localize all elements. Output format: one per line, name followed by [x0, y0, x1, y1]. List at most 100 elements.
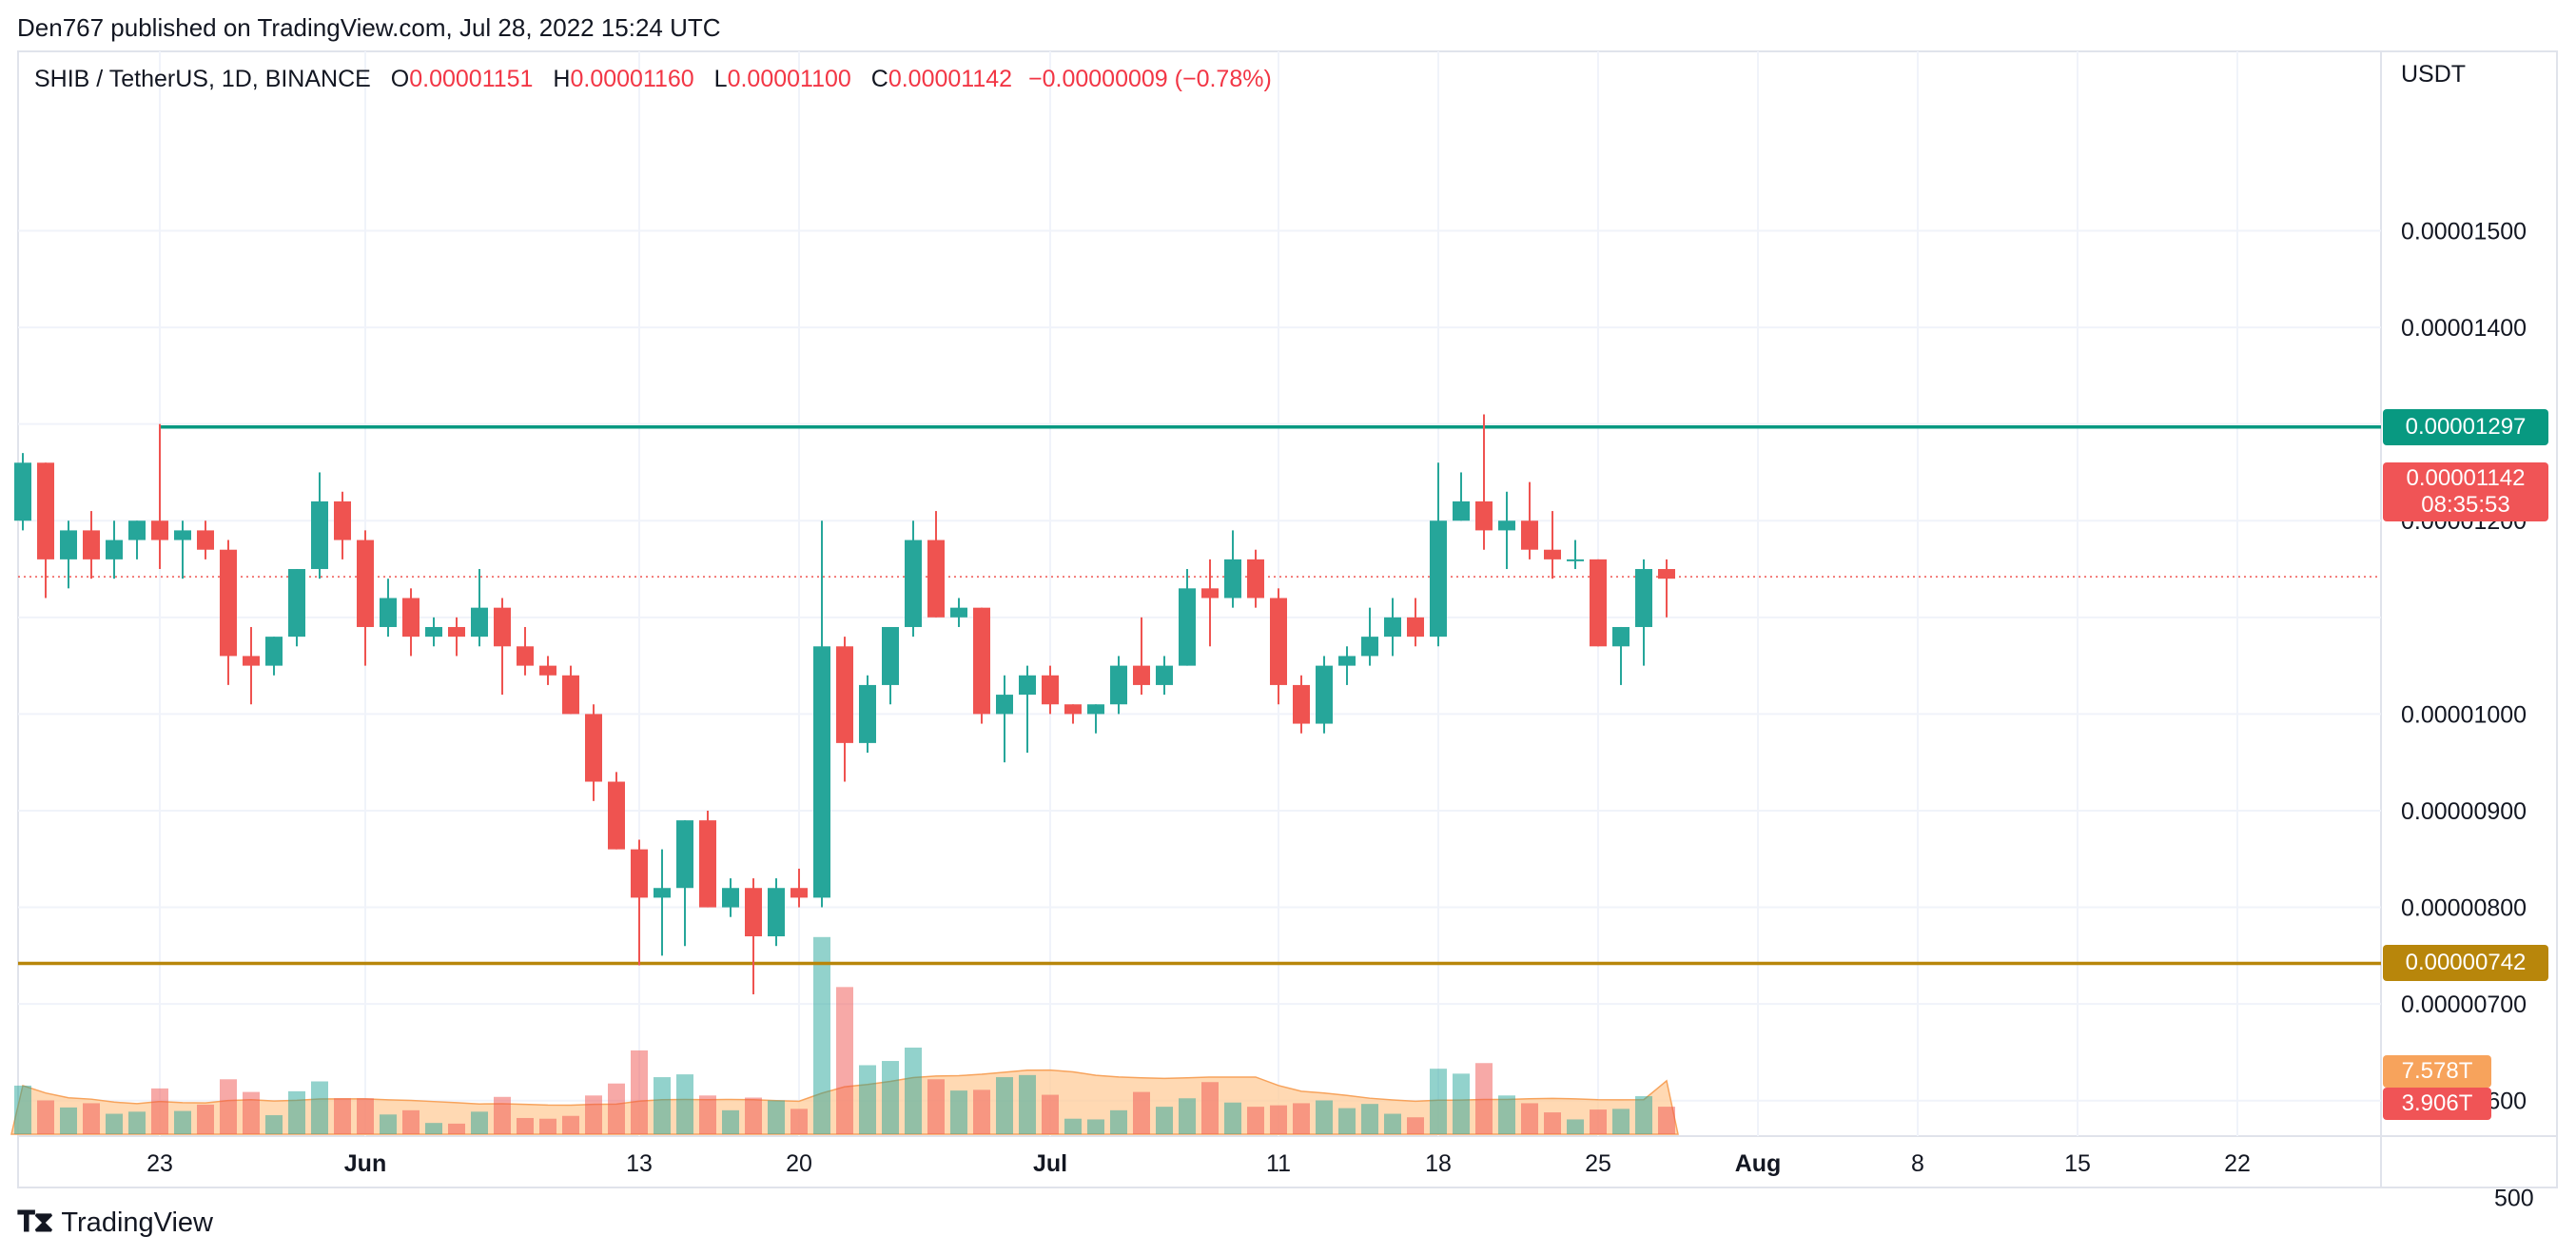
- time-tick-label: 23: [146, 1150, 173, 1177]
- price-tick-label: 0.00000700: [2401, 991, 2527, 1018]
- volume-bar: [517, 1117, 534, 1134]
- candle-body: [631, 849, 648, 898]
- candle-body: [380, 598, 397, 627]
- volume-layer: [10, 936, 1679, 1135]
- candle-body: [1590, 559, 1607, 647]
- volume-bar: [1133, 1091, 1150, 1134]
- candle-body: [927, 540, 945, 618]
- candle-body: [1453, 500, 1470, 521]
- candle-body: [1407, 617, 1424, 638]
- candle-body: [243, 656, 260, 666]
- volume-bar: [402, 1109, 420, 1134]
- candle-body: [1179, 588, 1196, 666]
- time-tick-label: 8: [1911, 1150, 1924, 1177]
- price-tick-label: 0.00001000: [2401, 701, 2527, 728]
- candle-body: [1635, 569, 1652, 627]
- volume-bar: [14, 1085, 31, 1134]
- time-tick-label: Aug: [1735, 1150, 1782, 1177]
- last-price-value: 0.00001142: [2406, 465, 2526, 491]
- volume-bar: [311, 1081, 328, 1134]
- volume-bar: [768, 1100, 785, 1134]
- candle-body: [654, 888, 671, 898]
- volume-bar: [425, 1123, 442, 1134]
- volume-bar: [1430, 1069, 1447, 1134]
- volume-bar: [631, 1050, 648, 1134]
- time-tick-label: Jul: [1033, 1150, 1067, 1177]
- high-label: H: [553, 66, 571, 92]
- close-label: C: [870, 66, 888, 92]
- volume-bar: [1590, 1109, 1607, 1134]
- candle-body: [608, 781, 625, 850]
- volume-bar: [745, 1097, 762, 1134]
- tradingview-footer[interactable]: 𝐓⧗ TradingView: [17, 1207, 213, 1239]
- volume-bar: [1635, 1096, 1652, 1134]
- volume-bar: [973, 1089, 990, 1134]
- candle-body: [1224, 559, 1241, 599]
- candle-body: [128, 520, 146, 540]
- volume-bar: [1453, 1073, 1470, 1134]
- volume-bar: [1064, 1118, 1082, 1134]
- candle-body: [311, 500, 328, 570]
- price-tick-label: 0.00001400: [2401, 315, 2527, 342]
- horizontal-levels: [18, 424, 2381, 966]
- volume-bar: [334, 1098, 351, 1134]
- open-value: 0.00001151: [409, 66, 534, 92]
- candle-body: [1612, 626, 1630, 647]
- candle-body: [836, 646, 853, 743]
- candle-body: [1338, 656, 1356, 666]
- resistance-price-tag: 0.00001297: [2383, 408, 2548, 445]
- volume-bar: [1498, 1095, 1515, 1134]
- candle-body: [1019, 675, 1036, 696]
- candle-body: [676, 820, 693, 889]
- candle-body: [562, 675, 579, 715]
- candle-body: [448, 626, 465, 638]
- candle-body: [402, 598, 420, 638]
- candle-body: [83, 530, 100, 559]
- volume-bar: [380, 1114, 397, 1134]
- volume-bar: [1019, 1074, 1036, 1134]
- symbol-title[interactable]: SHIB / TetherUS, 1D, BINANCE: [34, 66, 371, 92]
- candle-body: [745, 888, 762, 937]
- candle-body: [1064, 704, 1082, 715]
- low-label: L: [713, 66, 728, 92]
- candle-body: [1270, 598, 1287, 685]
- candle-body: [950, 607, 967, 618]
- time-tick-label: 25: [1585, 1150, 1611, 1177]
- volume-ma-tag: 7.578T: [2383, 1055, 2491, 1088]
- volume-bar: [357, 1098, 374, 1134]
- volume-bar: [448, 1123, 465, 1134]
- candle-body: [1133, 665, 1150, 685]
- volume-bar: [83, 1103, 100, 1134]
- time-tick-label: 13: [626, 1150, 653, 1177]
- candle-body: [37, 462, 54, 559]
- time-tick-label: 15: [2064, 1150, 2091, 1177]
- candle-body: [106, 540, 123, 559]
- volume-bar: [1156, 1107, 1173, 1134]
- volume-bar: [585, 1095, 602, 1134]
- candle-body: [1498, 520, 1515, 531]
- volume-bar: [1201, 1082, 1219, 1134]
- close-value: 0.00001142: [888, 66, 1013, 92]
- price-axis-unit[interactable]: USDT: [2401, 61, 2467, 88]
- candle-body: [905, 540, 922, 627]
- volume-bar: [905, 1047, 922, 1134]
- high-value: 0.00001160: [570, 66, 694, 92]
- volume-bar: [1612, 1109, 1630, 1134]
- volume-bar: [1361, 1104, 1378, 1134]
- volume-bar: [1338, 1108, 1356, 1134]
- candle-body: [174, 530, 191, 540]
- candle-body: [265, 637, 283, 666]
- volume-bar: [882, 1061, 899, 1134]
- volume-bar: [996, 1077, 1013, 1134]
- volume-bar: [1475, 1063, 1493, 1134]
- volume-bar: [220, 1079, 237, 1134]
- candle-body: [357, 540, 374, 627]
- volume-bar: [1384, 1113, 1401, 1134]
- tradingview-brand: TradingView: [61, 1207, 213, 1238]
- candle-body: [494, 607, 511, 647]
- support-price-tag: 0.00000742: [2383, 945, 2548, 982]
- candle-body: [1293, 684, 1310, 724]
- candle-body: [722, 888, 739, 908]
- candle-body: [585, 714, 602, 782]
